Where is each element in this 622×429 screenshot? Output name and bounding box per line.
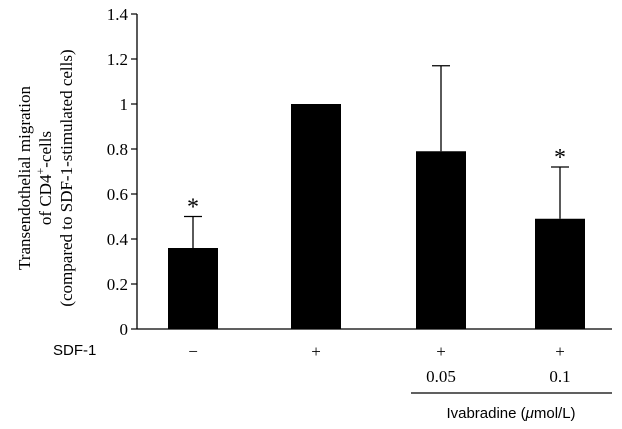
ivabradine-dose: 0.05	[426, 367, 456, 386]
y-axis-title-line-1: Transendothelial migration	[15, 86, 34, 270]
sdf1-mark: +	[555, 342, 565, 361]
bar	[168, 248, 218, 329]
sdf1-mark: +	[436, 342, 446, 361]
bar	[535, 218, 585, 329]
ivabradine-dose: 0.1	[549, 367, 570, 386]
y-tick-label: 0.8	[107, 140, 128, 159]
bar	[416, 151, 466, 329]
y-axis-ticks: 0 0.2 0.4 0.6 0.8 1 1.2 1.4	[107, 5, 137, 339]
y-axis-title-superscript: +	[33, 168, 47, 175]
y-axis-title: Transendothelial migration of CD4+-cells…	[15, 49, 76, 306]
y-tick-label: 1	[120, 95, 129, 114]
ivabradine-label: Ivabradine (μmol/L)	[446, 405, 575, 422]
bars	[168, 104, 585, 329]
y-tick-label: 0.2	[107, 275, 128, 294]
y-axis-title-line-2: of CD4+-cells	[33, 131, 55, 225]
y-tick-label: 1.2	[107, 50, 128, 69]
ivabradine-doses: 0.05 0.1	[426, 367, 571, 386]
significance-markers: **	[187, 145, 566, 221]
sdf1-mark: −	[188, 342, 198, 361]
significance-star: *	[554, 145, 566, 171]
y-axis-title-cd4: of CD4	[36, 174, 55, 225]
y-tick-label: 0.6	[107, 185, 128, 204]
sdf1-marks: − + + +	[188, 342, 565, 361]
y-axis-title-line-3: (compared to SDF-1-stimulated cells)	[57, 49, 76, 306]
error-bars	[184, 65, 569, 248]
sdf1-row-label: SDF-1	[53, 342, 96, 359]
y-tick-label: 1.4	[107, 5, 129, 24]
sdf1-mark: +	[311, 342, 321, 361]
significance-star: *	[187, 195, 199, 221]
bar	[291, 104, 341, 329]
y-axis-title-cells: -cells	[36, 131, 55, 168]
y-tick-label: 0.4	[107, 230, 129, 249]
y-tick-label: 0	[120, 320, 129, 339]
